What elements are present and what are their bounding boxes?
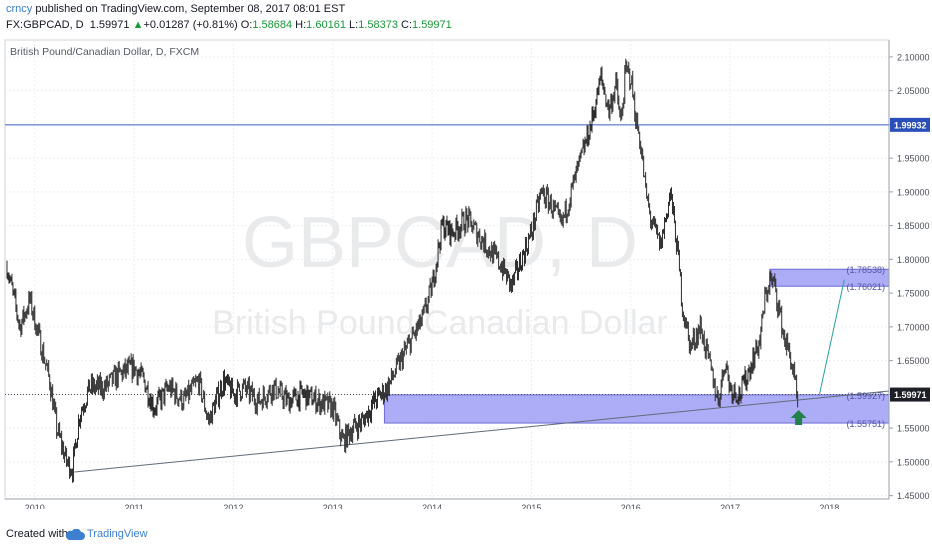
author-link[interactable]: crncy	[6, 3, 33, 15]
projection-line	[818, 279, 845, 395]
hline-price-label: 1.99932	[894, 120, 927, 130]
high-value: 1.60161	[306, 19, 346, 31]
zone-top-label: (1.59927)	[846, 391, 885, 401]
last-price: 1.59971	[89, 19, 130, 31]
last-price-label-box	[890, 387, 930, 402]
low-value: 1.58373	[358, 19, 398, 31]
published-text: published on TradingView.com, September …	[32, 3, 346, 15]
time-tick-label: 2014	[422, 503, 442, 509]
close-label: C:	[401, 19, 413, 31]
time-tick-label: 2018	[819, 503, 839, 509]
price-tick-label: 2.10000	[897, 52, 930, 62]
time-tick-label: 2015	[521, 503, 541, 509]
publish-line: crncy published on TradingView.com, Sept…	[6, 3, 345, 15]
zone-box-2	[383, 394, 890, 424]
change-value: +0.01287 (+0.81%)	[143, 19, 238, 31]
close-value: 1.59971	[412, 19, 452, 31]
time-tick-label: 2017	[720, 503, 740, 509]
zone-top-label: (1.78538)	[846, 265, 885, 275]
grid-lines	[5, 40, 889, 499]
price-tick-label: 1.75000	[897, 289, 930, 299]
price-tick-label: 1.55000	[897, 424, 930, 434]
zone-bottom-label: (1.76021)	[846, 282, 885, 292]
time-tick-label: 2010	[25, 503, 45, 509]
zone-bottom-label: (1.55751)	[846, 419, 885, 429]
chart-header: crncy published on TradingView.com, Sept…	[0, 0, 932, 38]
up-arrow-icon	[790, 410, 807, 425]
price-tick-label: 1.80000	[897, 255, 930, 265]
time-tick-label: 2011	[124, 503, 143, 509]
low-label: L:	[349, 19, 359, 31]
trendline	[74, 390, 890, 473]
time-tick-label: 2016	[621, 503, 641, 509]
time-tick-label: 2013	[323, 503, 343, 509]
chart-title: British Pound/Canadian Dollar, D, FXCM	[10, 46, 199, 58]
open-label: O:	[240, 19, 253, 31]
lines-layer	[5, 124, 890, 473]
price-tick-label: 1.45000	[897, 491, 930, 501]
price-tick-label: 1.90000	[897, 187, 930, 197]
chart-area[interactable]: GBPCAD, D British Pound/Canadian Dollar …	[0, 39, 932, 513]
last-price-label: 1.59971	[894, 390, 927, 400]
created-with-text: Created with	[6, 528, 68, 540]
price-tick-label: 1.50000	[897, 457, 930, 467]
tradingview-brand-link[interactable]: TradingView	[87, 528, 148, 540]
time-axis[interactable]: 2010 2011 2012 2013 2014 2015 2016 2017 2018	[5, 498, 889, 513]
time-tick-label: 2012	[223, 503, 243, 509]
price-chart[interactable]: GBPCAD, D British Pound/Canadian Dollar …	[0, 39, 932, 513]
symbol-label: FX:GBPCAD, D	[6, 19, 84, 31]
footer: Created with TradingView	[0, 518, 932, 550]
ohlc-line: FX:GBPCAD, D 1.59971 ▲+0.01287 (+0.81%) …	[6, 19, 452, 31]
price-tick-label: 2.05000	[897, 86, 930, 96]
price-tick-label: 1.95000	[897, 154, 930, 164]
price-axis[interactable]: 2.100002.050002.000001.950001.900001.850…	[888, 40, 930, 501]
watermark-name: British Pound/Canadian Dollar	[212, 304, 667, 342]
high-label: H:	[295, 19, 307, 31]
tradingview-cloud-icon	[65, 529, 85, 540]
price-tick-label: 1.70000	[897, 322, 930, 332]
watermark: GBPCAD, D British Pound/Canadian Dollar	[212, 203, 667, 342]
change-arrow-icon: ▲	[132, 19, 144, 31]
hline-price-label-box	[890, 117, 930, 132]
price-tick-label: 1.85000	[897, 221, 930, 231]
open-value: 1.58684	[252, 19, 293, 31]
overlays-layer	[790, 410, 807, 425]
candles-layer	[6, 58, 799, 483]
price-tick-label: 1.65000	[897, 356, 930, 366]
